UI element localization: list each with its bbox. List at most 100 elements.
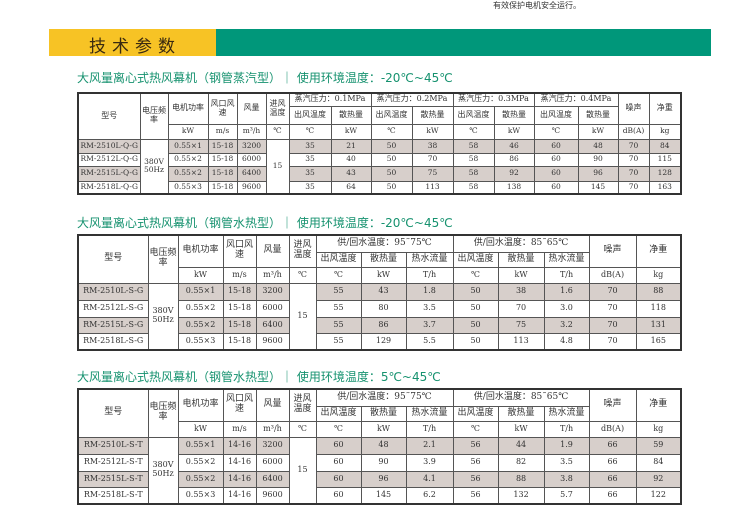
unit-cell: m³/h [255, 266, 290, 284]
value-cell: 113 [497, 332, 545, 351]
value-cell: 55 [315, 282, 362, 301]
inlet-cell: 15 [288, 282, 317, 351]
value-cell: 82 [497, 453, 545, 472]
value-cell: 90 [577, 152, 619, 167]
value-cell: 58 [452, 165, 495, 182]
value-cell: 96 [360, 470, 407, 488]
value-cell: 3.0 [543, 299, 590, 318]
value-cell: 58 [452, 138, 495, 154]
value-cell: 58 [452, 152, 495, 167]
voltage-cell: 380V 50Hz [147, 282, 179, 351]
value-cell: 70 [497, 299, 545, 318]
value-cell: 80 [360, 299, 407, 318]
unit-cell: dB(A) [588, 420, 637, 438]
unit-cell: dB(A) [588, 266, 637, 284]
unit-cell: ℃ [315, 420, 362, 438]
table-row: RM-2510L-S-T 380V 50Hz 0.55×1 14-16 3200 15 60… [77, 436, 682, 505]
header-sub: 热水流量 [543, 251, 590, 268]
header-flow: 风量 [255, 234, 290, 268]
spec-table-water-t: 型号 电压频率 电机功率 风口风速 风量 进风温度 供/回水温度：95˜75℃ 供/回水温度：… [77, 388, 683, 505]
speed-cell: 15-18 [222, 316, 257, 334]
flow-cell: 6000 [255, 299, 290, 318]
header-sub: 出风温度 [315, 251, 362, 268]
model-cell: RM-2515L-S-G [77, 316, 149, 334]
value-cell: 58 [452, 180, 495, 195]
value-cell: 3.7 [405, 316, 454, 334]
unit-cell: T/h [543, 266, 590, 284]
value-cell: 5.5 [405, 332, 454, 351]
header-sub: 散热量 [497, 251, 545, 268]
header-row: 型号 电压频率 电机功率 风口风速 风量 进风温度 供/回水温度：95˜75℃ 供/回水温度：… [77, 234, 682, 284]
value-cell: 60 [533, 138, 579, 154]
unit-cell: T/h [405, 420, 454, 438]
table-title-steam: 大风量离心式热风幕机（钢管蒸汽型）｜ 使用环境温度：-20℃~45℃ [77, 71, 453, 85]
unit-cell: kg [635, 420, 682, 438]
value-cell: 60 [315, 470, 362, 488]
value-cell: 5.7 [543, 486, 590, 505]
table-row: RM-2512L-S-G 0.55×2 15-18 6000 55 80 3.5 50 70 3.… [77, 299, 682, 318]
flow-cell: 6000 [255, 453, 290, 472]
header-sub: 出风温度 [533, 105, 579, 125]
unit-cell: kW [360, 420, 407, 438]
noise-cell: 70 [588, 316, 637, 334]
unit-cell: ℃ [452, 266, 499, 284]
speed-cell: 14-16 [222, 486, 257, 505]
banner-label-block: 技术参数 [49, 29, 216, 57]
model-cell: RM-2512L-S-T [77, 453, 149, 472]
header-weight: 净重 [635, 388, 682, 422]
model-cell: RM-2512L-Q-G [77, 152, 141, 167]
model-cell: RM-2510L-S-T [77, 436, 149, 455]
table-row: RM-2510L-Q-G 380V 50Hz 0.55×1 15-18 3200 15 35… [77, 138, 682, 195]
power-cell: 0.55×2 [167, 152, 209, 167]
unit-cell: m/s [222, 420, 257, 438]
value-cell: 43 [360, 282, 407, 301]
header-model: 型号 [77, 92, 141, 140]
header-inlet: 进风温度 [265, 92, 290, 125]
weight-cell: 131 [635, 316, 682, 334]
unit-cell: ℃ [370, 123, 413, 140]
flow-cell: 6400 [255, 316, 290, 334]
noise-cell: 70 [617, 152, 650, 167]
table-title-water-t: 大风量离心式热风幕机（钢管水热型）｜ 使用环境温度：5℃~45℃ [77, 370, 441, 384]
header-sub: 热水流量 [405, 405, 454, 422]
value-cell: 50 [370, 152, 413, 167]
value-cell: 86 [360, 316, 407, 334]
header-inlet: 进风温度 [288, 234, 317, 268]
unit-cell: kW [577, 123, 619, 140]
unit-cell: kW [411, 123, 454, 140]
header-sub: 热水流量 [543, 405, 590, 422]
inlet-cell: 15 [265, 138, 290, 195]
value-cell: 55 [315, 316, 362, 334]
header-sub: 出风温度 [288, 105, 332, 125]
noise-cell: 70 [617, 165, 650, 182]
unit-cell: ℃ [288, 123, 332, 140]
value-cell: 60 [315, 486, 362, 505]
top-note: 有效保护电机安全运行。 [493, 1, 581, 10]
header-group: 蒸汽压力：0.3MPa [452, 92, 535, 107]
table-row: RM-2518L-Q-G 0.55×3 15-18 9600 35 64 50 113 58 13… [77, 180, 682, 195]
unit-cell: kW [497, 266, 545, 284]
unit-cell: m³/h [255, 420, 290, 438]
unit-cell: dB(A) [617, 123, 650, 140]
speed-cell: 15-18 [207, 180, 238, 195]
header-group: 供/回水温度：85˜65℃ [452, 234, 590, 253]
header-sub: 散热量 [360, 405, 407, 422]
unit-cell: ℃ [533, 123, 579, 140]
value-cell: 1.9 [543, 436, 590, 455]
header-row: 型号 电压频率 电机功率 风口风速 风量 进风温度 蒸汽压力：0.1MPa 蒸汽压力：0.2M… [77, 92, 682, 140]
voltage-cell: 380V 50Hz [147, 436, 179, 505]
speed-cell: 14-16 [222, 470, 257, 488]
value-cell: 46 [493, 138, 535, 154]
noise-cell: 70 [617, 138, 650, 154]
header-sub: 出风温度 [370, 105, 413, 125]
header-voltage: 电压频率 [147, 388, 179, 438]
value-cell: 38 [411, 138, 454, 154]
unit-cell: kW [360, 266, 407, 284]
value-cell: 88 [497, 470, 545, 488]
speed-cell: 15-18 [207, 165, 238, 182]
speed-cell: 14-16 [222, 453, 257, 472]
unit-cell: ℃ [452, 123, 495, 140]
header-model: 型号 [77, 234, 149, 284]
noise-cell: 66 [588, 486, 637, 505]
value-cell: 50 [370, 165, 413, 182]
